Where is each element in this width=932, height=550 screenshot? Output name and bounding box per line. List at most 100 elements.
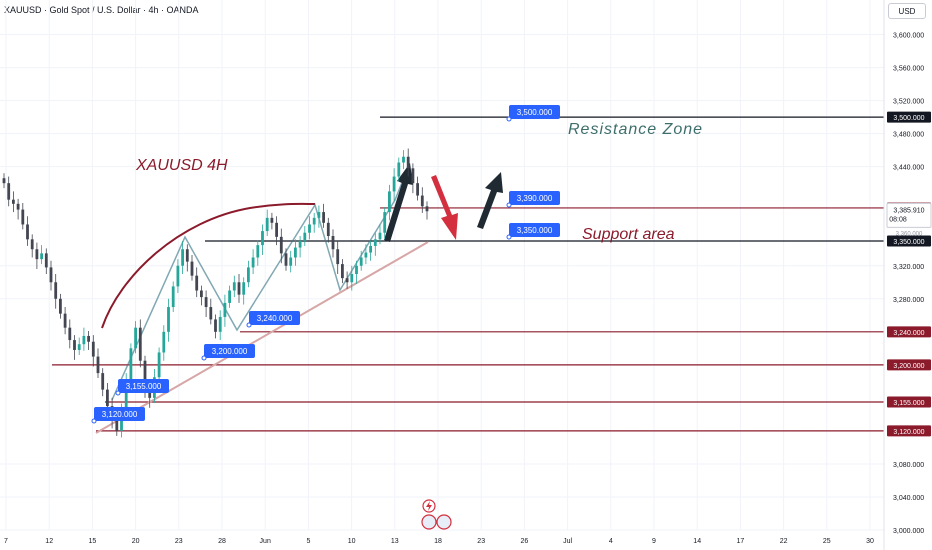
level-price-tag bbox=[887, 359, 931, 371]
price-callout-label: 3,240.000 bbox=[257, 314, 293, 323]
x-tick-label: 23 bbox=[175, 538, 183, 545]
axes: 3,600.000 3,560.000 3,520.000 3,480.000 3,44… bbox=[4, 0, 932, 550]
candle-body bbox=[82, 335, 86, 345]
candle-body bbox=[341, 264, 344, 279]
candle-body bbox=[30, 239, 34, 250]
red-down-arrow[interactable] bbox=[431, 175, 458, 240]
candle-body bbox=[35, 249, 39, 260]
x-tick-label: 15 bbox=[89, 538, 97, 545]
us-flag-event-icon-1[interactable] bbox=[421, 514, 437, 530]
price-callout-label: 3,390.000 bbox=[517, 194, 553, 203]
y-tick-label: 3,440.000 bbox=[893, 165, 924, 172]
candle-body bbox=[49, 267, 53, 283]
callout-anchor bbox=[506, 202, 512, 208]
candle-body bbox=[157, 352, 161, 378]
us-flag-event-icon-2[interactable] bbox=[436, 514, 452, 530]
candle-body bbox=[115, 418, 119, 431]
candle-body bbox=[373, 239, 377, 246]
x-tick-label: 4 bbox=[609, 538, 613, 545]
x-tick-label: 18 bbox=[434, 538, 442, 545]
candle-body bbox=[232, 282, 236, 291]
y-tick-label: 3,560.000 bbox=[893, 66, 924, 73]
callout-anchor bbox=[506, 234, 512, 240]
support-area-label: Support area bbox=[582, 226, 675, 243]
currency-button[interactable]: USD bbox=[888, 3, 926, 19]
candle-body bbox=[87, 335, 90, 342]
current-price-value: 3,385.910 bbox=[893, 207, 924, 214]
candle-body bbox=[411, 168, 415, 184]
current-price-partial-label: 3,360.000 bbox=[896, 232, 923, 238]
callout-anchor bbox=[115, 390, 121, 396]
candle-body bbox=[261, 231, 264, 246]
x-tick-label: 22 bbox=[780, 538, 788, 545]
candle-body bbox=[355, 265, 358, 275]
price-callout bbox=[94, 407, 145, 421]
candle-body bbox=[124, 381, 128, 411]
level-price-tag bbox=[887, 111, 931, 123]
candle-body bbox=[298, 240, 302, 248]
candle-body bbox=[364, 252, 368, 258]
x-tick-label: 30 bbox=[866, 538, 874, 545]
candle-body bbox=[63, 313, 67, 328]
candle-body bbox=[7, 183, 11, 200]
price-callout-label: 3,500.000 bbox=[517, 108, 553, 117]
x-tick-label: 14 bbox=[693, 538, 701, 545]
candle-body bbox=[96, 356, 100, 374]
candle-body bbox=[308, 224, 311, 233]
candle-body bbox=[214, 319, 217, 332]
candle-body bbox=[336, 249, 340, 265]
candle-body bbox=[138, 327, 142, 361]
chart-overlays bbox=[95, 163, 503, 434]
y-tick-label: 3,000.000 bbox=[893, 528, 924, 535]
candle-body bbox=[275, 222, 278, 237]
y-tick-label: 3,040.000 bbox=[893, 495, 924, 502]
x-tick-label: 23 bbox=[477, 538, 485, 545]
symbol-title: XAUUSD · Gold Spot / U.S. Dollar · 4h · … bbox=[4, 5, 199, 15]
price-callout bbox=[509, 105, 560, 119]
x-tick-label: 9 bbox=[652, 538, 656, 545]
candle-body bbox=[195, 275, 199, 291]
candle-body bbox=[378, 232, 382, 240]
candle-body bbox=[77, 344, 81, 350]
candle-body bbox=[345, 278, 349, 283]
candle-body bbox=[68, 327, 72, 341]
candle-body bbox=[148, 389, 152, 398]
candle-body bbox=[303, 232, 307, 241]
level-price-tag-label: 3,155.000 bbox=[893, 400, 924, 407]
candle-body bbox=[326, 222, 330, 237]
y-tick-label: 3,600.000 bbox=[893, 33, 924, 40]
candle-body bbox=[209, 307, 213, 320]
candle-body bbox=[143, 360, 147, 390]
price-callouts: 3,500.000 3,390.000 3,350.000 3,240.000 3,20… bbox=[91, 105, 560, 424]
candle-body bbox=[129, 348, 133, 382]
candle-body bbox=[26, 224, 29, 240]
candle-body bbox=[44, 253, 48, 268]
y-tick-label: 3,520.000 bbox=[893, 99, 924, 106]
candle-body bbox=[12, 199, 15, 204]
price-callout bbox=[509, 223, 560, 237]
zigzag-projection[interactable] bbox=[111, 174, 406, 401]
candle-body bbox=[237, 282, 241, 295]
chart-label-xauusd-4h: XAUUSD 4H bbox=[135, 157, 228, 174]
candle-body bbox=[247, 267, 250, 283]
rounded-top-arc[interactable] bbox=[101, 202, 316, 329]
candle-body bbox=[59, 298, 62, 314]
x-tick-label: Jun bbox=[260, 538, 271, 545]
candle-body bbox=[54, 282, 58, 299]
candle-body bbox=[162, 331, 166, 353]
level-price-tag-label: 3,500.000 bbox=[893, 115, 924, 122]
dark-projection-arrow[interactable] bbox=[384, 163, 413, 242]
candle-body bbox=[289, 257, 293, 266]
rising-trendline[interactable] bbox=[95, 241, 429, 434]
candle-body bbox=[134, 327, 137, 349]
candle-body bbox=[392, 176, 396, 192]
candle-body bbox=[279, 236, 283, 254]
x-tick-label: 7 bbox=[4, 538, 8, 545]
x-tick-label: 10 bbox=[348, 538, 356, 545]
candle-body bbox=[294, 247, 297, 258]
dark-up-arrow[interactable] bbox=[477, 172, 503, 229]
candle-body bbox=[416, 183, 419, 196]
candle-body bbox=[21, 209, 25, 225]
candle-body bbox=[425, 206, 429, 212]
